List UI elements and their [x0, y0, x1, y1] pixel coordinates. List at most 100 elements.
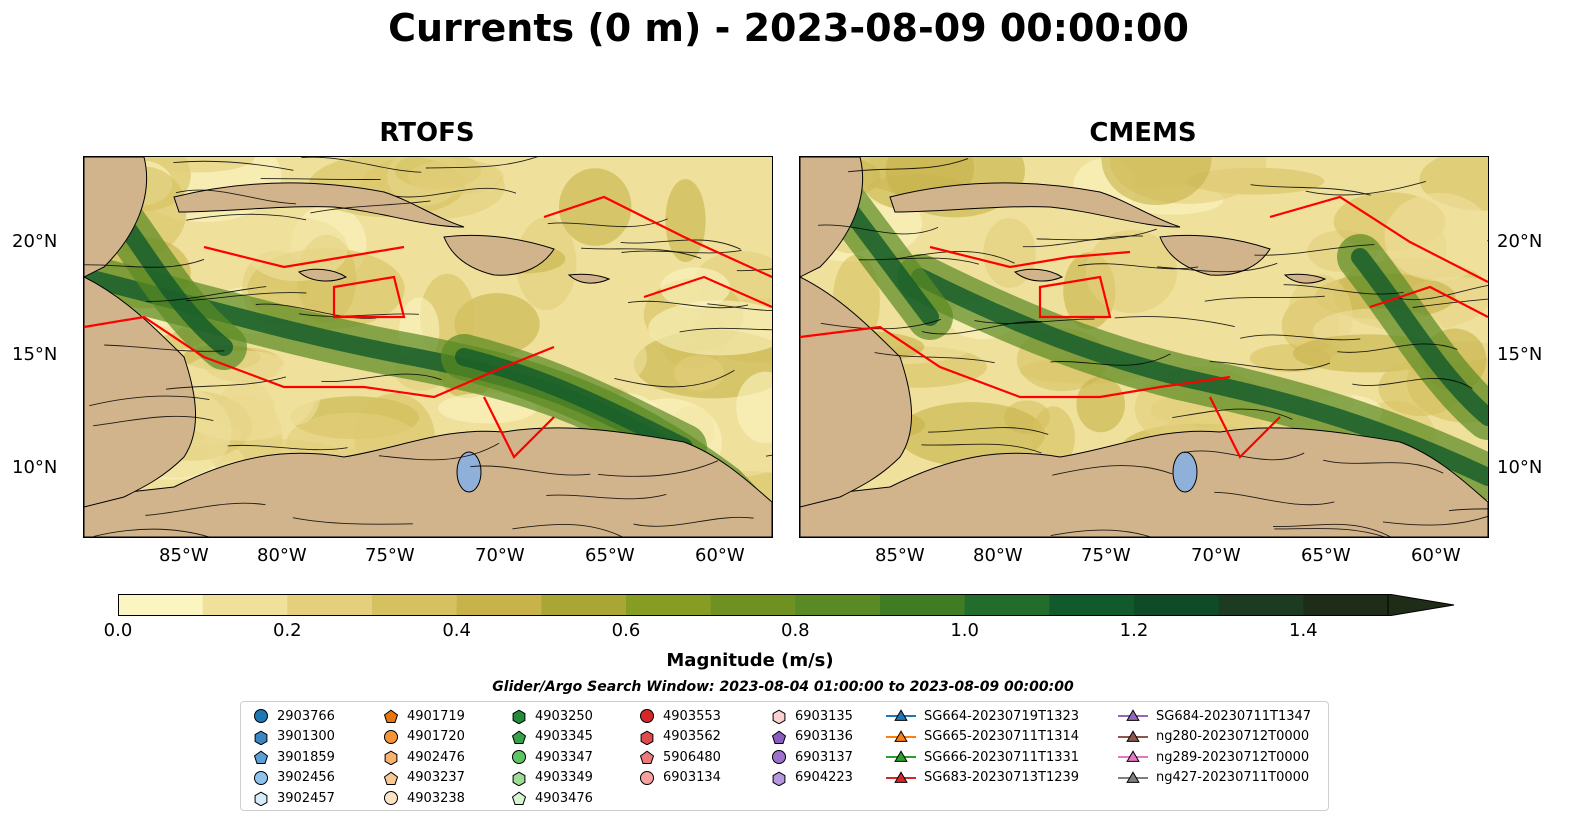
lon-tick-label: 85°W: [875, 545, 925, 566]
current-field-patch: [1384, 192, 1488, 282]
streamline: [598, 460, 719, 477]
legend-item: 4903562: [639, 727, 721, 747]
legend-label: 4903476: [535, 790, 593, 806]
legend-item: 3901859: [253, 747, 335, 767]
colorbar-tick-label: 0.2: [273, 620, 302, 641]
streamline: [633, 516, 754, 527]
map-panel-rtofs[interactable]: [83, 156, 773, 538]
streamline: [93, 415, 214, 427]
legend-label: 6903137: [795, 749, 853, 765]
eez-boundary: [643, 275, 772, 309]
map-panel-cmems[interactable]: [799, 156, 1489, 538]
colorbar-label: Magnitude (m/s): [666, 650, 834, 671]
streamline: [1050, 529, 1153, 537]
landmass-yucatan: [800, 157, 864, 278]
triangle-marker-icon: [886, 770, 916, 783]
legend-item: 6903134: [639, 768, 721, 788]
colorbar: [118, 594, 1455, 616]
colorbar-segment: [287, 594, 373, 616]
colorbar-tick-label: 0.0: [103, 620, 133, 641]
legend-label: 6903134: [663, 770, 721, 785]
streamline: [425, 157, 538, 169]
eez-boundary: [1269, 195, 1488, 283]
legend-label: 5906480: [663, 749, 721, 765]
streamline: [89, 395, 210, 407]
legend-item: 4903250: [511, 706, 593, 726]
colorbar-tick-label: 0.4: [442, 620, 471, 641]
legend-label: 4903345: [535, 729, 593, 744]
pentagon-marker-icon: [383, 709, 399, 723]
streamline: [1050, 353, 1171, 366]
colorbar-segment: [1303, 594, 1389, 616]
lat-tick-label: 15°N: [1497, 344, 1543, 365]
circle-marker-icon: [640, 709, 654, 723]
legend-item: SG683-20230713T1239: [886, 768, 1079, 788]
streamline: [1283, 284, 1404, 295]
lon-tick-label: 65°W: [585, 545, 635, 566]
legend-label: SG664-20230719T1323: [924, 708, 1080, 724]
eez-boundary: [800, 325, 1231, 399]
streamline: [1322, 459, 1444, 474]
colorbar-segment: [626, 594, 712, 616]
legend-item: ng280-20230712T0000: [1118, 727, 1309, 747]
legend-label: 4903349: [535, 770, 593, 785]
streamline: [227, 444, 348, 451]
legend-item: 5906480: [639, 747, 721, 767]
legend-label: 4901720: [407, 729, 465, 744]
circle-marker-icon: [254, 770, 268, 785]
hexagon-marker-icon: [512, 771, 526, 786]
legend-item: 4903476: [511, 788, 593, 808]
lon-tick-label: 65°W: [1301, 545, 1351, 566]
streamline: [1052, 465, 1173, 476]
streamline: [145, 502, 266, 516]
eez-boundary: [929, 245, 1131, 269]
triangle-marker-icon: [1118, 729, 1148, 742]
streamline: [874, 352, 995, 364]
streamline: [321, 373, 442, 382]
lon-tick-label: 70°W: [1191, 545, 1241, 566]
colorbar-extend-arrow: [1387, 594, 1455, 616]
figure-title: Currents (0 m) - 2023-08-09 00:00:00: [388, 6, 1189, 50]
legend-item: 4901720: [383, 727, 465, 747]
streamline: [921, 443, 1042, 454]
hexagon-marker-icon: [254, 791, 268, 806]
legend-item: 4903237: [383, 768, 465, 788]
legend-item: 3902456: [253, 768, 335, 788]
streamline: [255, 303, 376, 319]
legend-label: SG683-20230713T1239: [924, 770, 1080, 785]
legend-item: 6903135: [771, 706, 853, 726]
eez-boundary: [84, 315, 555, 399]
colorbar-segment: [710, 594, 796, 616]
colorbar-segment: [372, 594, 458, 616]
pentagon-marker-icon: [639, 750, 655, 764]
colorbar-segment: [202, 594, 288, 616]
lake-maracaibo: [1172, 451, 1198, 493]
colorbar-segment: [964, 594, 1050, 616]
streamline: [1448, 508, 1488, 512]
current-field-patch: [665, 179, 706, 262]
colorbar-segment: [880, 594, 966, 616]
current-field-patch: [897, 402, 1046, 467]
colorbar-segment: [1134, 594, 1220, 616]
streamline: [186, 292, 307, 302]
legend-item: SG684-20230711T1347: [1118, 706, 1311, 726]
streamline: [298, 313, 419, 317]
legend-item: SG665-20230711T1314: [886, 727, 1079, 747]
current-field-patch: [558, 168, 632, 246]
triangle-marker-icon: [1118, 750, 1148, 762]
colorbar-tick-label: 1.4: [1289, 620, 1318, 641]
legend-item: SG666-20230711T1331: [886, 747, 1079, 767]
legend-label: 2903766: [277, 708, 335, 724]
lon-tick-label: 60°W: [695, 545, 745, 566]
colorbar-segment: [795, 594, 881, 616]
panel-title-rtofs: RTOFS: [379, 118, 475, 148]
streamline: [1204, 295, 1325, 302]
legend-item: 4902476: [383, 747, 465, 767]
landmass-south-america: [84, 427, 772, 537]
hexagon-marker-icon: [772, 709, 786, 724]
landmass-jamaica: [297, 268, 348, 282]
map-svg: [84, 157, 772, 537]
circle-marker-icon: [254, 709, 268, 723]
streamline: [736, 268, 772, 272]
eez-boundary: [332, 275, 406, 319]
